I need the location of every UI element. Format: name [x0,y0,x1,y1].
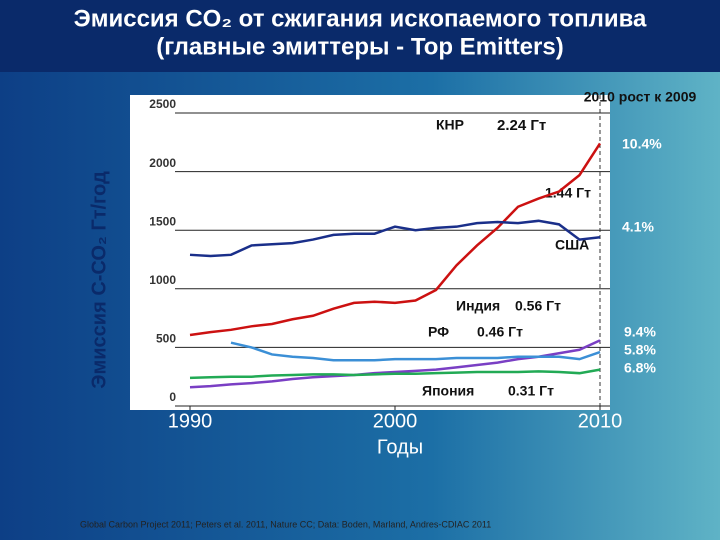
y-tick-label: 1500 [149,214,176,228]
series-line [230,341,601,362]
y-tick-label: 500 [156,332,176,346]
annotation: 1.44 Гт [545,185,591,201]
title: Эмиссия CO₂ от сжигания ископаемого топл… [74,5,647,32]
series-label: Япония [422,383,474,399]
series-line [189,142,602,337]
series-label: США [555,237,589,253]
y-tick-label: 1000 [149,273,176,287]
annotation: 2.24 Гт [497,117,546,134]
x-tick-label: 2000 [373,410,418,432]
annotation: 4.1% [622,219,654,235]
annotation: 6.8% [624,360,656,376]
series-label: КНР [436,117,464,133]
series-line [189,368,601,380]
annotation: 9.4% [624,324,656,340]
y-tick-label: 0 [169,390,176,404]
x-tick-label: 2010 [578,410,623,432]
series-label: Индия [456,298,500,314]
y-axis-label: Эмиссия С-СО₂ Гт/год [88,171,110,389]
x-tick-label: 1990 [168,410,213,432]
annotation: 10.4% [622,136,662,152]
annotation: 2010 рост к 2009 [584,89,697,105]
source: Global Carbon Project 2011; Peters et al… [80,519,491,529]
annotation: 5.8% [624,342,656,358]
series-line [189,219,601,258]
annotation: 0.31 Гт [508,383,554,399]
plot-panel [130,95,610,410]
annotation: 0.56 Гт [515,298,561,314]
y-tick-label: 2000 [149,156,176,170]
subtitle: (главные эмиттеры - Top Emitters) [156,33,563,60]
y-tick-label: 2500 [149,97,176,111]
annotation: 0.46 Гт [477,324,523,340]
series-label: РФ [428,324,449,340]
title-bar [0,0,720,72]
x-axis-label: Годы [377,436,423,458]
